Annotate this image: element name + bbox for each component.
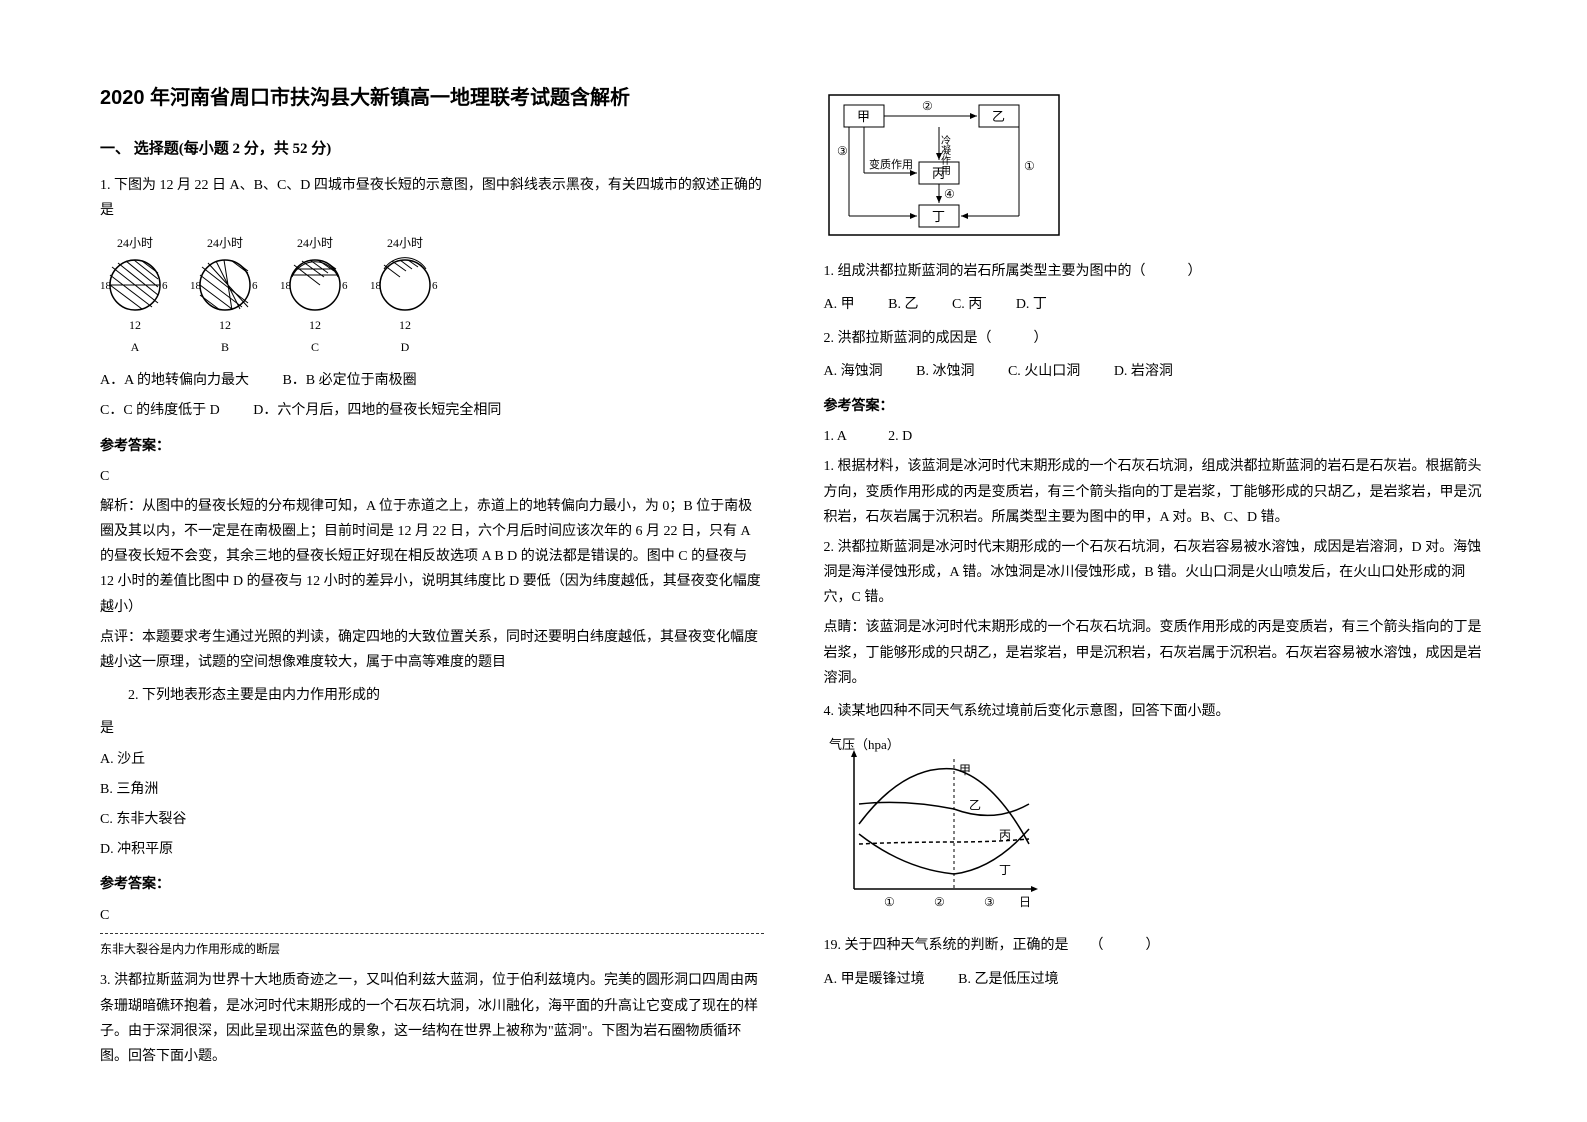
svg-text:6: 6 [162,280,168,292]
right-column: 甲 乙 丙 丁 ② 冷凝作用 变质作用 [824,80,1488,1082]
q3-sub2-options: A. 海蚀洞 B. 冰蚀洞 C. 火山口洞 D. 岩溶洞 [824,359,1488,384]
clock-d: 24小时 18 6 12 D [370,233,440,358]
q2-stem-prefix: 2. 下列地表形态主要是由内力作用形成的 [100,683,764,708]
q4-sub19-b: B. 乙是低压过境 [958,967,1058,992]
q3-rock-cycle-diagram: 甲 乙 丙 丁 ② 冷凝作用 变质作用 [824,90,1488,249]
svg-text:丁: 丁 [932,209,945,224]
svg-text:甲: 甲 [857,109,870,124]
q3-sub2-a: A. 海蚀洞 [824,359,883,384]
left-column: 2020 年河南省周口市扶沟县大新镇高一地理联考试题含解析 一、 选择题(每小题… [100,80,764,1082]
q3-answer: 1. A 2. D [824,424,1488,449]
rock-cycle-svg: 甲 乙 丙 丁 ② 冷凝作用 变质作用 [824,90,1064,240]
svg-text:②: ② [922,99,933,113]
q3-sub1-a: A. 甲 [824,292,855,317]
q1-options-1: A．A 的地转偏向力最大 B．B 必定位于南极圈 [100,368,764,393]
q2-opt-b: B. 三角洲 [100,777,764,802]
q1-opt-a: A．A 的地转偏向力最大 [100,368,249,393]
q3-sub2-c: C. 火山口洞 [1008,359,1080,384]
q2-explanation: 东非大裂谷是内力作用形成的断层 [100,939,764,961]
q1-opt-c: C．C 的纬度低于 D [100,398,220,423]
q2-answer-label: 参考答案： [100,872,764,897]
q3-sub1-d: D. 丁 [1016,292,1047,317]
clock-a-svg: 18 6 [100,255,170,315]
q2-answer: C [100,903,764,928]
q3-sub1-b: B. 乙 [888,292,918,317]
svg-text:气压（hpa）: 气压（hpa） [829,737,900,752]
q4-sub19-options: A. 甲是暖锋过境 B. 乙是低压过境 [824,967,1488,992]
svg-text:乙: 乙 [969,798,981,812]
pressure-svg: 气压（hpa） 甲 乙 丙 丁 ① ② ③ 日 [824,734,1054,914]
clock-b-svg: 18 6 [190,255,260,315]
q2-opt-a: A. 沙丘 [100,747,764,772]
svg-text:乙: 乙 [992,109,1005,124]
svg-text:①: ① [884,895,895,909]
q1-opt-d: D．六个月后，四地的昼夜长短完全相同 [253,398,501,423]
section-1-header: 一、 选择题(每小题 2 分，共 52 分) [100,136,764,163]
q1-answer-label: 参考答案： [100,434,764,459]
q3-explanation-2: 2. 洪都拉斯蓝洞是冰河时代末期形成的一个石灰石坑洞，石灰岩容易被水溶蚀，成因是… [824,535,1488,611]
clock-c-svg: 18 6 [280,255,350,315]
q2-opt-d: D. 冲积平原 [100,837,764,862]
svg-text:日: 日 [1019,895,1031,909]
q3-stem: 3. 洪都拉斯蓝洞为世界十大地质奇迹之一，又叫伯利兹大蓝洞，位于伯利兹境内。完美… [100,968,764,1069]
q3-answer-label: 参考答案： [824,394,1488,419]
svg-text:甲: 甲 [959,763,971,777]
q4-pressure-diagram: 气压（hpa） 甲 乙 丙 丁 ① ② ③ 日 [824,734,1488,923]
svg-text:①: ① [1024,159,1035,173]
q4-sub19-a: A. 甲是暖锋过境 [824,967,925,992]
svg-text:18: 18 [190,280,202,292]
clock-b: 24小时 18 6 12 B [190,233,260,358]
svg-text:6: 6 [432,280,438,292]
q3-explanation-3: 点睛：该蓝洞是冰河时代末期形成的一个石灰石坑洞。变质作用形成的丙是变质岩，有三个… [824,615,1488,691]
q1-options-2: C．C 的纬度低于 D D．六个月后，四地的昼夜长短完全相同 [100,398,764,423]
q4-stem: 4. 读某地四种不同天气系统过境前后变化示意图，回答下面小题。 [824,699,1488,724]
q3-explanation-1: 1. 根据材料，该蓝洞是冰河时代末期形成的一个石灰石坑洞，组成洪都拉斯蓝洞的岩石… [824,454,1488,530]
q2-opt-c: C. 东非大裂谷 [100,807,764,832]
clock-c: 24小时 18 6 12 C [280,233,350,358]
clock-a: 24小时 18 6 12 A [100,233,170,358]
q1-clock-diagrams: 24小时 18 6 12 A 24小时 [100,233,764,358]
svg-text:④: ④ [944,187,955,201]
svg-text:18: 18 [370,280,382,292]
svg-text:冷凝作用: 冷凝作用 [938,134,950,176]
svg-text:③: ③ [837,144,848,158]
q3-sub2-d: D. 岩溶洞 [1114,359,1173,384]
svg-text:变质作用: 变质作用 [869,157,913,171]
q3-sub1-options: A. 甲 B. 乙 C. 丙 D. 丁 [824,292,1488,317]
q4-sub19-stem: 19. 关于四种天气系统的判断，正确的是 （ ） [824,933,1488,958]
svg-text:③: ③ [984,895,995,909]
svg-text:②: ② [934,895,945,909]
divider [100,933,764,934]
q1-opt-b: B．B 必定位于南极圈 [282,368,416,393]
svg-text:18: 18 [100,280,112,292]
svg-text:丁: 丁 [999,863,1011,877]
q3-sub1-c: C. 丙 [952,292,982,317]
clock-d-svg: 18 6 [370,255,440,315]
document-title: 2020 年河南省周口市扶沟县大新镇高一地理联考试题含解析 [100,80,764,116]
svg-text:6: 6 [342,280,348,292]
svg-text:18: 18 [280,280,292,292]
svg-text:6: 6 [252,280,258,292]
q3-sub2-b: B. 冰蚀洞 [916,359,974,384]
q1-explanation-2: 点评：本题要求考生通过光照的判读，确定四地的大致位置关系，同时还要明白纬度越低，… [100,625,764,675]
q1-explanation-1: 解析：从图中的昼夜长短的分布规律可知，A 位于赤道之上，赤道上的地转偏向力最小，… [100,494,764,620]
q1-stem: 1. 下图为 12 月 22 日 A、B、C、D 四城市昼夜长短的示意图，图中斜… [100,173,764,223]
svg-text:丙: 丙 [999,828,1011,842]
q3-sub2-stem: 2. 洪都拉斯蓝洞的成因是（ ） [824,326,1488,351]
q2-stem-suffix: 是 [100,716,764,741]
q1-answer: C [100,464,764,489]
q3-sub1-stem: 1. 组成洪都拉斯蓝洞的岩石所属类型主要为图中的（ ） [824,259,1488,284]
